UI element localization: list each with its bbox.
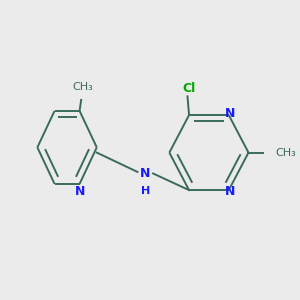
Text: N: N — [225, 185, 236, 198]
Text: H: H — [141, 186, 150, 196]
Text: N: N — [74, 185, 85, 198]
Text: CH₃: CH₃ — [275, 148, 296, 158]
Text: N: N — [140, 167, 151, 180]
Text: CH₃: CH₃ — [72, 82, 93, 92]
Text: Cl: Cl — [182, 82, 196, 95]
Text: N: N — [225, 107, 236, 120]
